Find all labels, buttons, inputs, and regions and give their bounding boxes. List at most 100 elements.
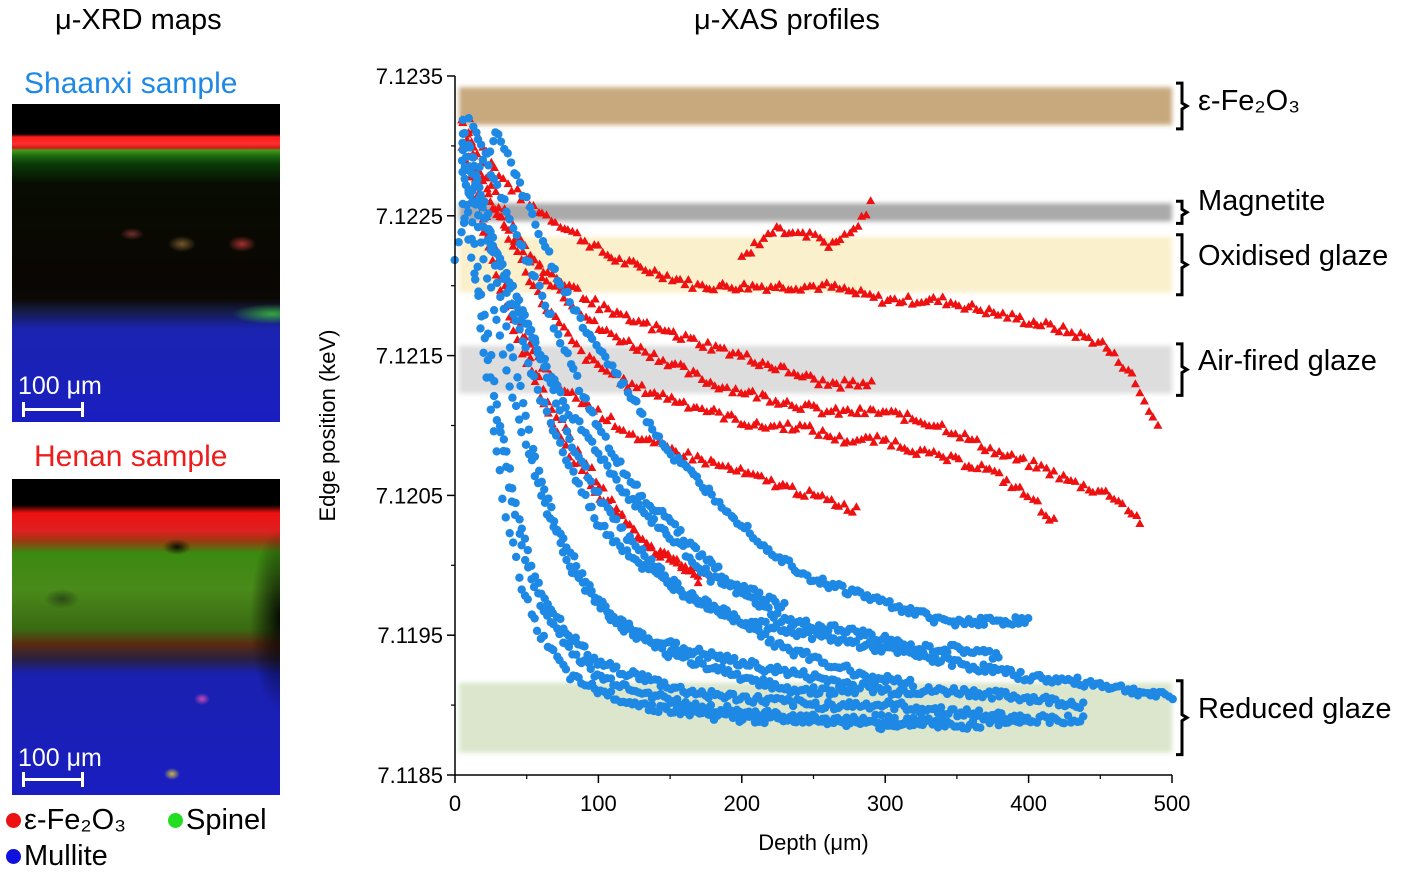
- point: [886, 441, 896, 450]
- point: [954, 301, 964, 310]
- point: [502, 322, 511, 331]
- point: [479, 255, 488, 264]
- point: [521, 343, 530, 352]
- point: [555, 438, 565, 447]
- point: [805, 420, 815, 429]
- point: [724, 350, 734, 359]
- point: [1079, 712, 1088, 721]
- point: [681, 330, 691, 339]
- point: [768, 228, 778, 237]
- point: [757, 281, 767, 290]
- henan-scalebar-label: 100 μm: [18, 744, 102, 772]
- point: [834, 409, 844, 418]
- point: [510, 510, 520, 520]
- point: [549, 385, 558, 395]
- point: [530, 334, 540, 343]
- point: [755, 588, 764, 597]
- point: [507, 186, 517, 195]
- point: [933, 296, 943, 305]
- fe2o3-dot-icon: [6, 813, 21, 828]
- henan-scalebar: [22, 772, 84, 787]
- point: [662, 270, 672, 279]
- point: [640, 347, 650, 356]
- point: [834, 501, 844, 510]
- point: [491, 270, 501, 279]
- point: [480, 333, 490, 343]
- point: [1049, 466, 1059, 475]
- point: [752, 417, 762, 426]
- point: [941, 300, 951, 309]
- point: [838, 581, 847, 591]
- point: [586, 664, 595, 674]
- point: [619, 378, 628, 387]
- point: [684, 566, 694, 575]
- point: [851, 502, 861, 511]
- point: [539, 631, 549, 641]
- y-tick-label: 7.1215: [376, 344, 443, 369]
- point: [585, 242, 595, 251]
- point: [662, 394, 672, 403]
- point: [714, 407, 724, 416]
- point: [533, 345, 542, 354]
- point: [486, 373, 495, 382]
- point: [622, 470, 631, 480]
- point: [942, 456, 952, 465]
- point: [478, 227, 488, 236]
- point: [590, 294, 600, 303]
- henan-sample-title: Henan sample: [34, 440, 228, 473]
- point: [598, 247, 608, 256]
- point: [498, 350, 508, 359]
- point: [950, 429, 960, 438]
- point: [862, 381, 872, 390]
- point: [587, 462, 597, 471]
- point: [525, 203, 535, 212]
- point: [499, 446, 508, 456]
- point: [1135, 388, 1145, 397]
- point: [687, 283, 697, 292]
- y-tick-label: 7.1205: [376, 483, 443, 508]
- point: [567, 387, 577, 396]
- point: [549, 517, 559, 526]
- point: [752, 393, 762, 402]
- point: [1015, 482, 1025, 491]
- point: [683, 275, 693, 284]
- shaanxi-scalebar: [22, 402, 84, 417]
- point: [594, 449, 603, 458]
- point: [736, 463, 746, 472]
- point: [523, 319, 533, 329]
- point: [915, 720, 925, 729]
- point: [472, 128, 481, 137]
- point: [1031, 463, 1041, 472]
- point: [692, 368, 702, 377]
- point: [468, 218, 477, 227]
- henan-xrd-map: 100 μm: [12, 479, 280, 795]
- point: [561, 665, 571, 674]
- point: [581, 490, 590, 500]
- point: [542, 407, 552, 416]
- point: [590, 514, 599, 523]
- point: [668, 326, 678, 335]
- point: [551, 412, 561, 421]
- point: [985, 443, 995, 452]
- point: [1144, 406, 1154, 415]
- point: [558, 396, 568, 406]
- point: [532, 626, 542, 636]
- point: [559, 322, 569, 331]
- point: [1011, 613, 1020, 622]
- point: [826, 406, 836, 415]
- point: [586, 477, 596, 486]
- point: [540, 362, 549, 372]
- point: [676, 526, 685, 535]
- shaanxi-xrd-map: 100 μm: [12, 104, 280, 422]
- point: [780, 598, 789, 608]
- point: [521, 267, 531, 276]
- point: [817, 280, 827, 289]
- point: [758, 357, 768, 366]
- y-tick-label: 7.1235: [376, 64, 443, 89]
- point: [1016, 667, 1025, 677]
- point: [1015, 312, 1025, 321]
- point: [476, 324, 485, 333]
- point: [954, 454, 964, 463]
- point: [1002, 475, 1012, 484]
